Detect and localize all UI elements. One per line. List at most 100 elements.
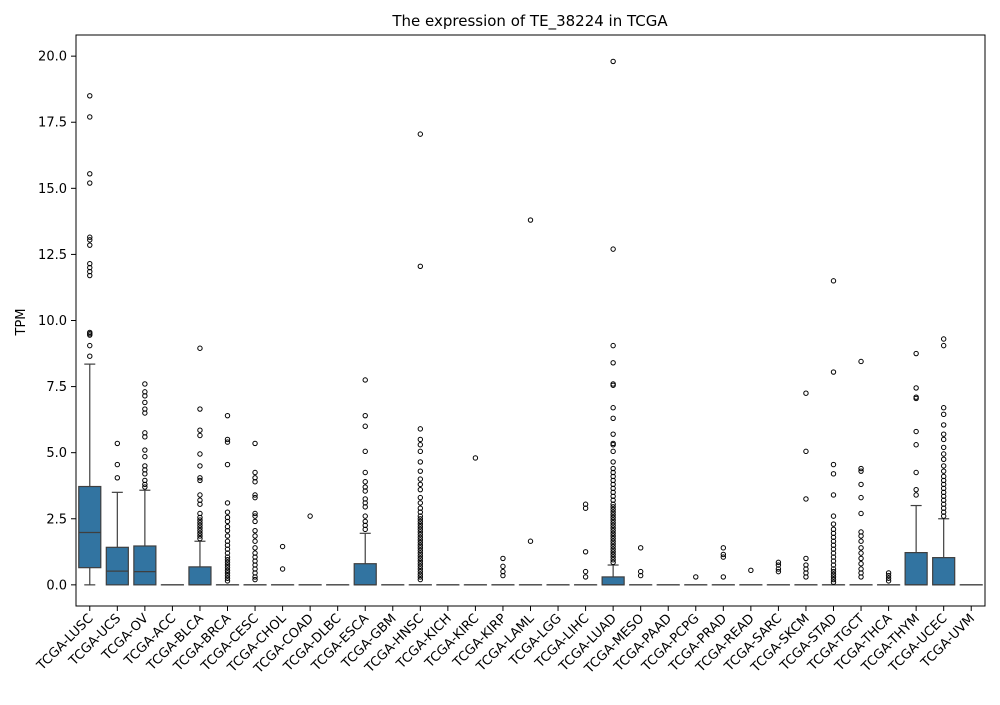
outlier-point [941, 469, 945, 473]
outlier-point [859, 562, 863, 566]
outlier-point [859, 551, 863, 555]
outlier-point [859, 539, 863, 543]
y-tick-label: 20.0 [38, 50, 67, 65]
outlier-point [941, 437, 945, 441]
outlier-point [225, 510, 229, 514]
outlier-point [225, 462, 229, 466]
outlier-point [418, 427, 422, 431]
outlier-point [418, 443, 422, 447]
outlier-point [611, 406, 615, 410]
outlier-point [611, 247, 615, 251]
outlier-point [859, 546, 863, 550]
outlier-point [583, 550, 587, 554]
outlier-point [914, 386, 918, 390]
outlier-point [941, 406, 945, 410]
outlier-point [501, 556, 505, 560]
y-tick-label: 0.0 [46, 578, 67, 593]
outlier-point [611, 343, 615, 347]
outlier-point [721, 546, 725, 550]
chart-title: The expression of TE_38224 in TCGA [391, 12, 668, 31]
outlier-point [198, 493, 202, 497]
outlier-point [418, 495, 422, 499]
outlier-point [583, 569, 587, 573]
outlier-point [804, 497, 808, 501]
box-body [134, 546, 156, 585]
outlier-point [804, 449, 808, 453]
outlier-point [198, 452, 202, 456]
outlier-point [198, 464, 202, 468]
outlier-point [418, 477, 422, 481]
outlier-point [363, 470, 367, 474]
outlier-point [198, 428, 202, 432]
outlier-point [859, 556, 863, 560]
outlier-point [831, 514, 835, 518]
outlier-point [501, 564, 505, 568]
outlier-point [88, 243, 92, 247]
outlier-point [859, 495, 863, 499]
outlier-point [253, 546, 257, 550]
y-axis-label: TPM [14, 309, 29, 337]
outlier-point [721, 575, 725, 579]
outlier-point [308, 514, 312, 518]
box-body [79, 487, 101, 568]
outlier-point [611, 449, 615, 453]
outlier-point [363, 480, 367, 484]
outlier-point [88, 181, 92, 185]
outlier-point [914, 429, 918, 433]
outlier-point [611, 416, 615, 420]
outlier-point [831, 370, 835, 374]
y-tick-label: 5.0 [46, 446, 67, 461]
outlier-point [694, 575, 698, 579]
outlier-point [253, 470, 257, 474]
outlier-point [914, 351, 918, 355]
outlier-point [859, 482, 863, 486]
outlier-point [831, 462, 835, 466]
outlier-point [941, 464, 945, 468]
outlier-point [638, 546, 642, 550]
outlier-point [418, 501, 422, 505]
outlier-point [88, 115, 92, 119]
outlier-point [280, 544, 284, 548]
outlier-point [418, 264, 422, 268]
outlier-point [804, 556, 808, 560]
y-tick-label: 15.0 [38, 182, 67, 197]
outlier-point [363, 378, 367, 382]
y-tick-label: 17.5 [38, 116, 67, 131]
outlier-point [914, 487, 918, 491]
outlier-point [831, 472, 835, 476]
outlier-point [143, 382, 147, 386]
outlier-point [418, 460, 422, 464]
outlier-point [611, 59, 615, 63]
outlier-point [115, 476, 119, 480]
outlier-point [941, 337, 945, 341]
outlier-point [941, 445, 945, 449]
outlier-point [859, 511, 863, 515]
outlier-point [363, 413, 367, 417]
outlier-point [914, 443, 918, 447]
outlier-point [253, 441, 257, 445]
outlier-point [225, 534, 229, 538]
outlier-point [88, 343, 92, 347]
outlier-point [418, 487, 422, 491]
outlier-point [528, 539, 532, 543]
outlier-point [831, 522, 835, 526]
outlier-point [225, 501, 229, 505]
outlier-point [253, 534, 257, 538]
outlier-point [914, 493, 918, 497]
outlier-point [88, 172, 92, 176]
outlier-point [88, 94, 92, 98]
box-body [602, 577, 624, 585]
plot-area: 0.02.55.07.510.012.515.017.520.0TCGA-LUS… [34, 35, 985, 677]
outlier-point [143, 454, 147, 458]
outlier-point [280, 567, 284, 571]
outlier-point [225, 413, 229, 417]
outlier-point [253, 539, 257, 543]
outlier-point [363, 514, 367, 518]
outlier-point [611, 460, 615, 464]
outlier-point [363, 449, 367, 453]
outlier-point [941, 343, 945, 347]
outlier-point [941, 457, 945, 461]
box-body [354, 564, 376, 585]
outlier-point [143, 448, 147, 452]
outlier-point [198, 346, 202, 350]
